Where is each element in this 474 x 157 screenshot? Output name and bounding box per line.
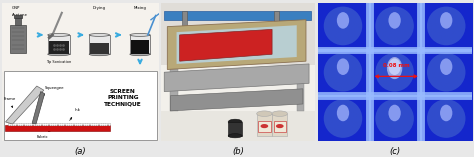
Bar	[15, 17, 21, 25]
Text: 0.08 mm: 0.08 mm	[383, 63, 410, 68]
Bar	[89, 35, 109, 54]
Bar	[10, 25, 26, 53]
Polygon shape	[164, 64, 309, 92]
Ellipse shape	[389, 58, 401, 75]
Ellipse shape	[324, 53, 362, 92]
Ellipse shape	[337, 105, 349, 121]
Text: Frame: Frame	[4, 97, 16, 108]
Ellipse shape	[440, 58, 452, 75]
Bar	[182, 11, 187, 28]
Ellipse shape	[440, 105, 452, 121]
Text: Squeegee: Squeegee	[39, 86, 64, 98]
Polygon shape	[171, 89, 303, 111]
Ellipse shape	[337, 12, 349, 29]
Ellipse shape	[389, 105, 401, 121]
Ellipse shape	[324, 7, 362, 45]
Ellipse shape	[427, 7, 465, 45]
Polygon shape	[176, 25, 297, 64]
Text: Acetone: Acetone	[12, 13, 27, 17]
Ellipse shape	[440, 12, 452, 29]
Ellipse shape	[427, 53, 465, 92]
Bar	[161, 3, 315, 65]
Bar	[161, 111, 315, 141]
Bar	[2, 3, 159, 72]
Ellipse shape	[337, 58, 349, 75]
Text: Mixing: Mixing	[134, 6, 146, 10]
Polygon shape	[32, 92, 45, 124]
Text: SCREEN
PRINTING
TECHNIQUE: SCREEN PRINTING TECHNIQUE	[104, 89, 142, 106]
Ellipse shape	[375, 99, 414, 138]
Ellipse shape	[228, 134, 242, 138]
Bar	[130, 35, 150, 54]
Bar	[90, 43, 109, 54]
Bar	[48, 41, 69, 54]
Ellipse shape	[261, 124, 268, 128]
Text: (c): (c)	[389, 147, 400, 156]
Text: Fabric: Fabric	[37, 130, 50, 139]
Ellipse shape	[427, 99, 465, 138]
Bar	[272, 114, 287, 136]
Ellipse shape	[89, 53, 109, 56]
Bar	[228, 122, 242, 136]
Bar	[164, 11, 310, 20]
Polygon shape	[167, 20, 306, 69]
Text: Tip Sonication: Tip Sonication	[46, 60, 71, 64]
Ellipse shape	[387, 57, 402, 79]
Polygon shape	[6, 86, 44, 124]
Ellipse shape	[130, 33, 150, 36]
Ellipse shape	[276, 124, 283, 128]
Bar	[274, 11, 279, 28]
Bar	[257, 114, 272, 136]
Text: Drying: Drying	[93, 6, 106, 10]
Text: GNP: GNP	[12, 6, 20, 10]
Ellipse shape	[257, 111, 272, 116]
Ellipse shape	[324, 99, 362, 138]
Text: (a): (a)	[75, 147, 86, 156]
Ellipse shape	[389, 12, 401, 29]
Ellipse shape	[228, 119, 242, 125]
Bar	[297, 69, 304, 111]
Text: (b): (b)	[232, 147, 244, 156]
Bar	[6, 125, 110, 131]
Bar	[14, 15, 22, 18]
Bar	[273, 121, 286, 132]
Ellipse shape	[89, 33, 109, 36]
Ellipse shape	[375, 53, 414, 92]
Bar	[48, 35, 70, 54]
Polygon shape	[180, 29, 272, 61]
Bar	[171, 69, 178, 111]
Ellipse shape	[375, 7, 414, 45]
Bar	[131, 40, 149, 54]
Bar	[258, 121, 271, 132]
Ellipse shape	[272, 111, 287, 116]
Ellipse shape	[48, 53, 70, 56]
Ellipse shape	[48, 33, 70, 36]
Bar	[161, 65, 315, 141]
Text: Ink: Ink	[70, 108, 80, 120]
Bar	[4, 71, 157, 140]
Ellipse shape	[130, 53, 150, 56]
